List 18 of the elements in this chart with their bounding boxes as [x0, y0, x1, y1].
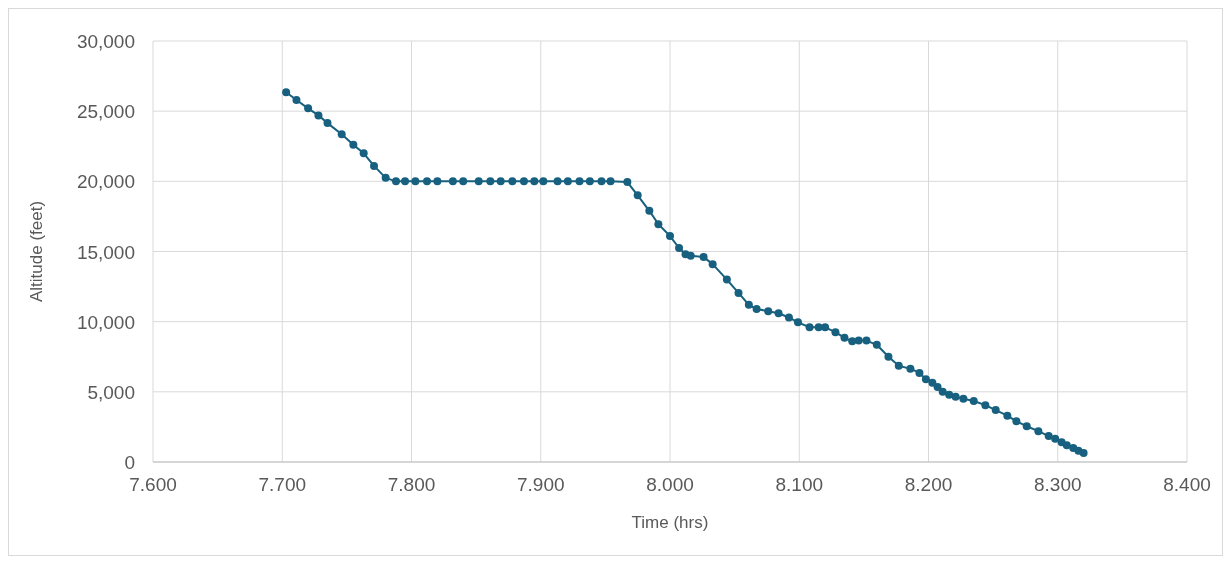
x-tick-label: 8.100 [775, 474, 824, 495]
x-tick-label: 8.200 [904, 474, 953, 495]
y-tick-label: 5,000 [87, 381, 135, 403]
y-axis-title: Altitude (feet) [27, 200, 46, 303]
x-tick-label: 7.900 [516, 474, 565, 495]
y-tick-label: 30,000 [76, 31, 135, 52]
x-tick-label: 7.800 [387, 474, 436, 495]
y-tick-label: 15,000 [76, 241, 135, 263]
y-tick-label: 20,000 [76, 171, 135, 193]
x-tick-label: 8.300 [1033, 474, 1082, 495]
x-axis-title: Time (hrs) [631, 513, 709, 532]
y-tick-label: 10,000 [76, 311, 135, 333]
x-tick-label: 8.400 [1163, 474, 1211, 495]
y-tick-label: 0 [124, 452, 135, 473]
x-tick-label: 7.700 [258, 474, 307, 495]
x-tick-label: 8.000 [646, 474, 694, 495]
x-tick-label: 7.600 [129, 474, 177, 495]
y-tick-label: 25,000 [76, 101, 135, 123]
